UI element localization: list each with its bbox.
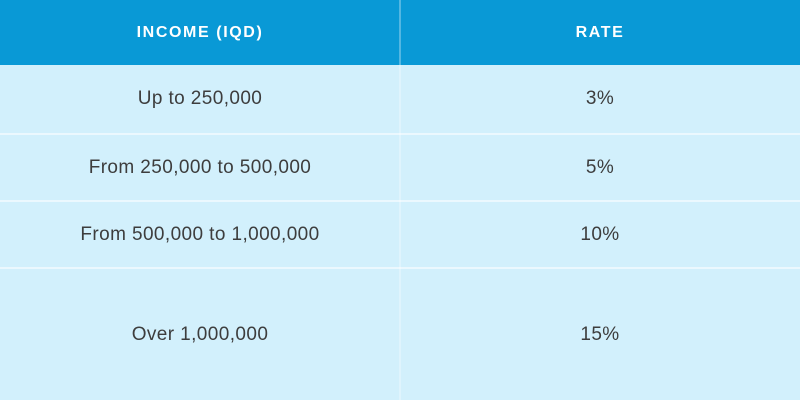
column-header-income: INCOME (IQD) [136, 23, 264, 41]
column-header-rate: RATE [575, 23, 625, 41]
rate-cell: 15% [580, 323, 620, 345]
table-header-row: INCOME (IQD) RATE [0, 0, 800, 65]
rate-cell: 10% [580, 223, 620, 245]
income-cell: From 500,000 to 1,000,000 [80, 223, 320, 245]
table-row: From 500,000 to 1,000,000 10% [0, 200, 800, 267]
table-row: Up to 250,000 3% [0, 65, 800, 133]
income-cell: Up to 250,000 [137, 88, 263, 109]
income-cell: Over 1,000,000 [131, 323, 269, 345]
income-cell: From 250,000 to 500,000 [88, 156, 312, 178]
rate-cell: 3% [585, 88, 615, 109]
rate-cell: 5% [585, 156, 615, 178]
table-row: From 250,000 to 500,000 5% [0, 133, 800, 200]
table-row: Over 1,000,000 15% [0, 267, 800, 400]
